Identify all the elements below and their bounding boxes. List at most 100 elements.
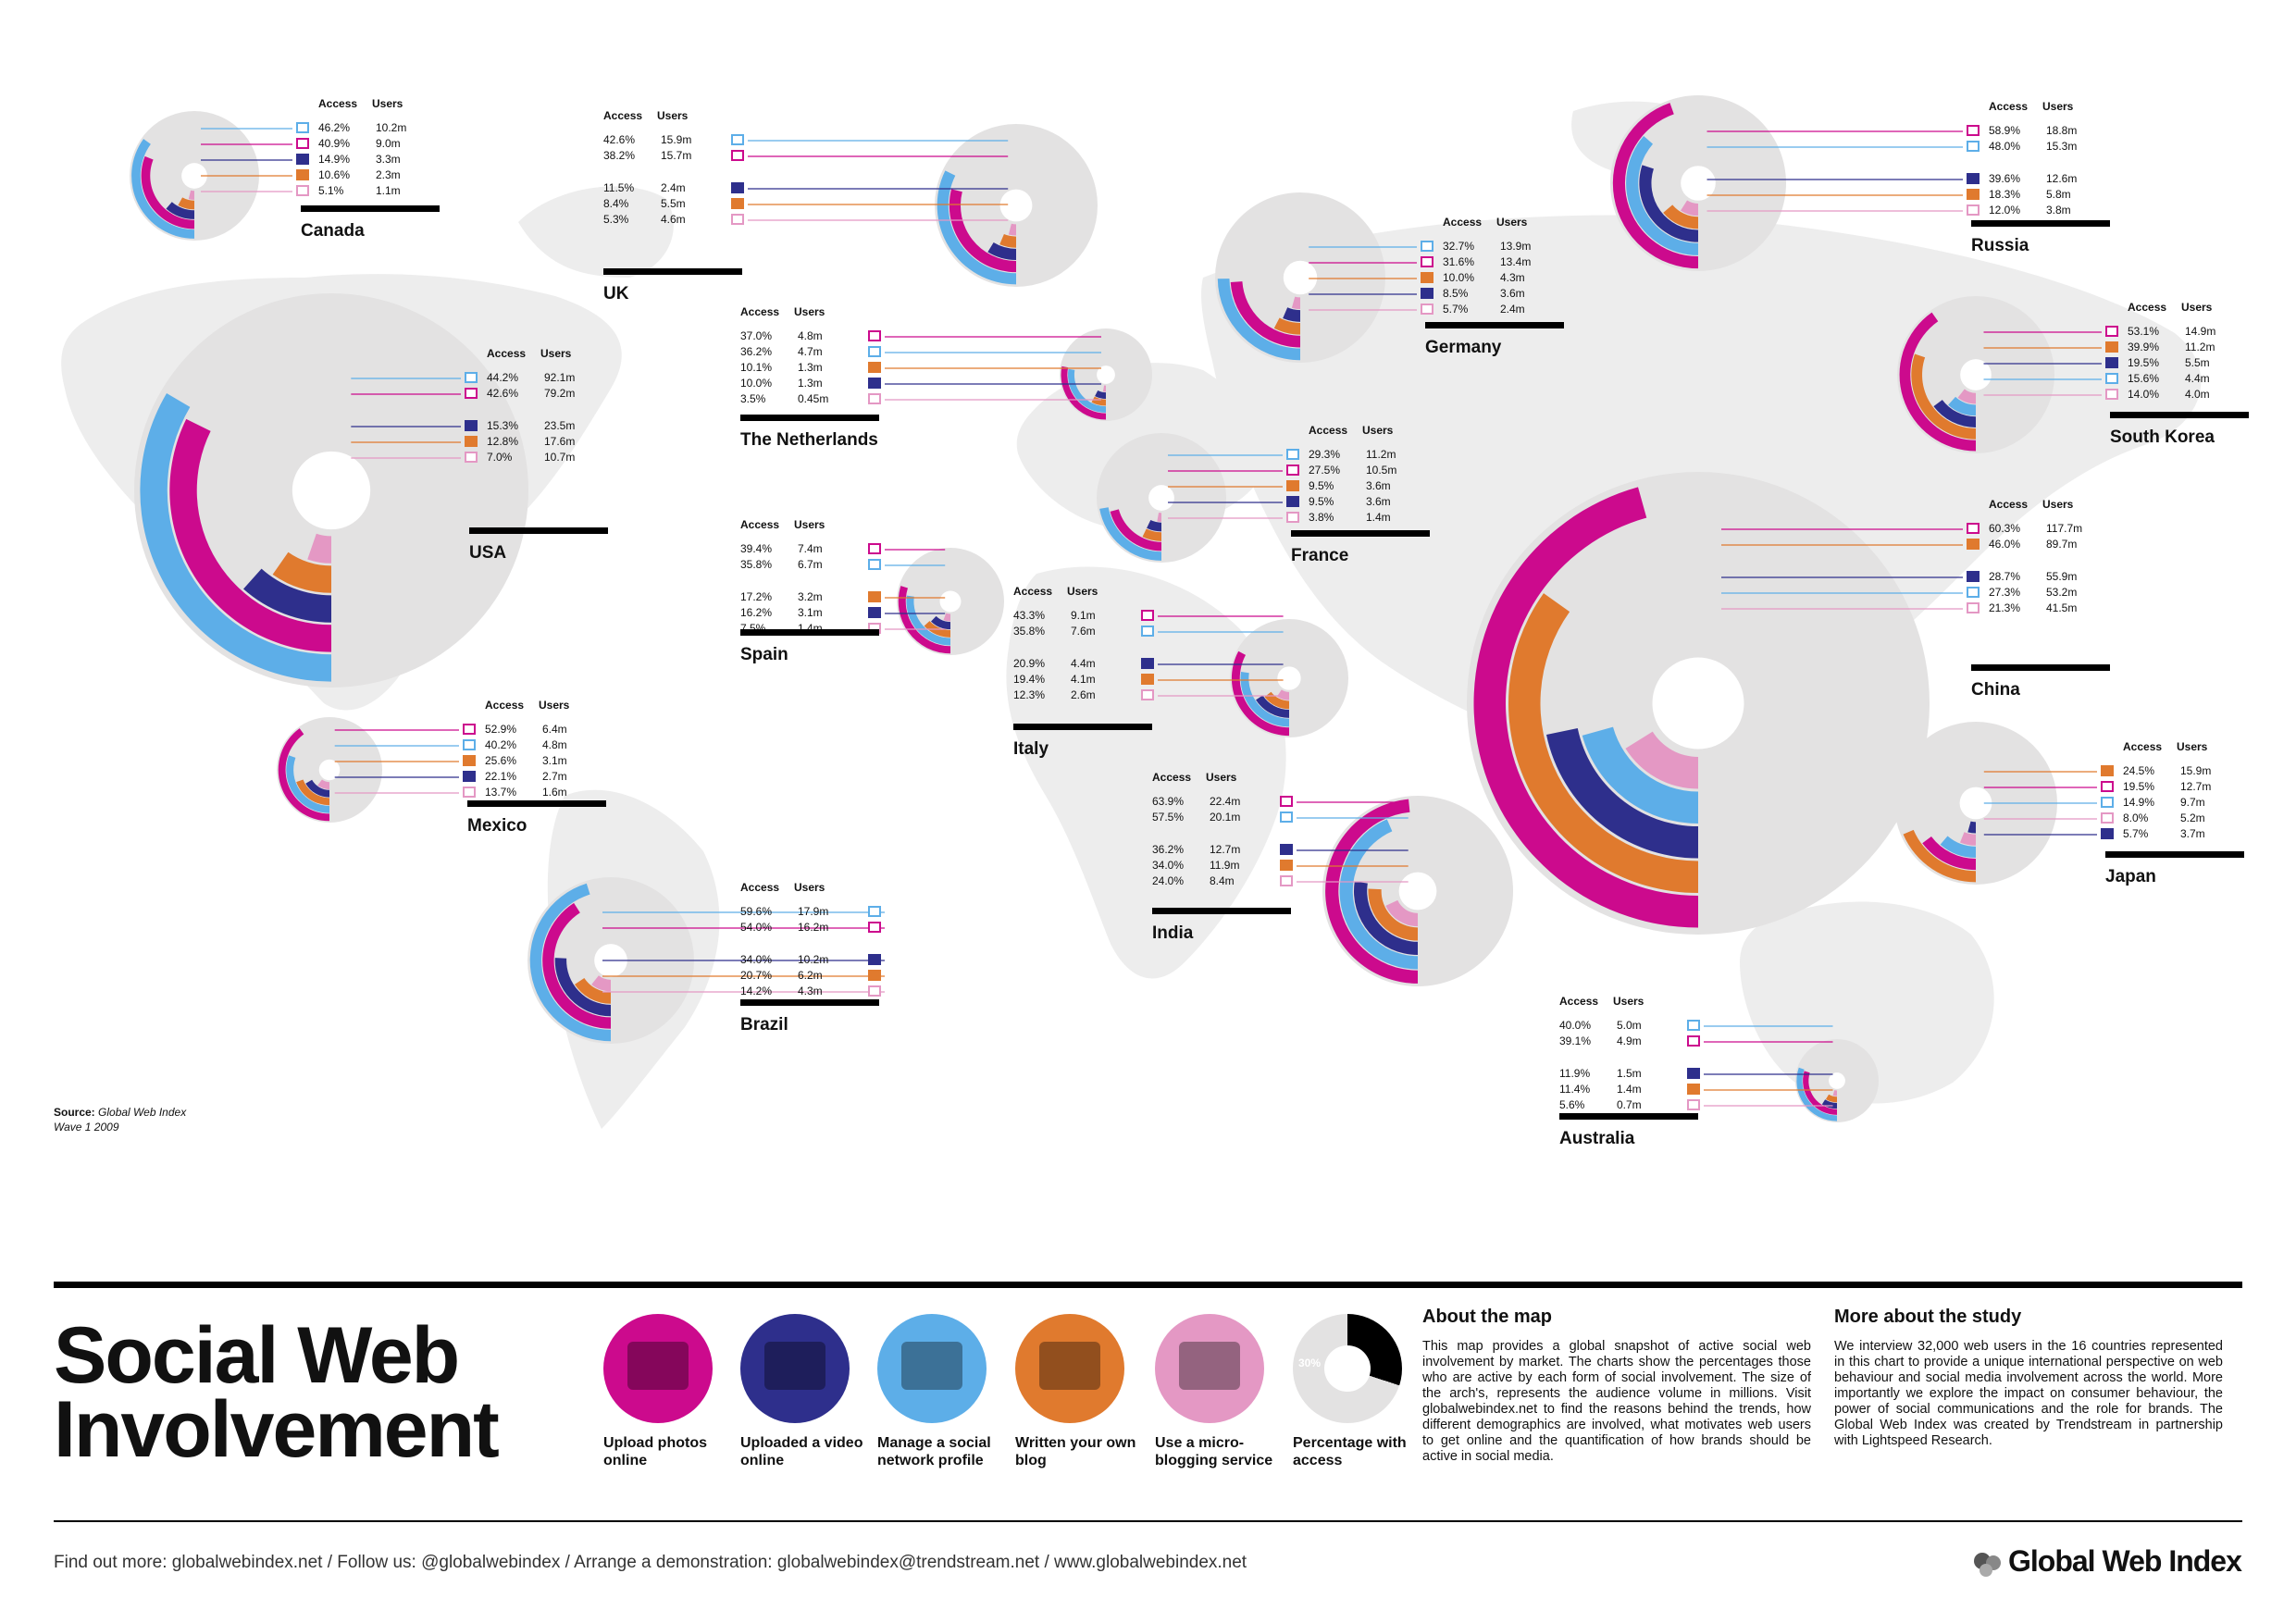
access-value: 22.1% (485, 770, 517, 783)
blog-icon (2101, 765, 2114, 776)
access-value: 39.1% (1559, 1035, 1592, 1047)
arc-social_profile (937, 170, 1016, 285)
access-value: 24.0% (1152, 874, 1185, 887)
row-blog: 25.6% 3.1m (485, 754, 596, 767)
access-value: 36.2% (1152, 843, 1185, 856)
market-name: The Netherlands (740, 430, 878, 450)
blog-icon (1141, 674, 1154, 685)
access-value: 35.8% (1013, 625, 1046, 638)
upload-video-icon (731, 182, 744, 193)
header-access: Access (1559, 995, 1599, 1008)
arc-blog (1508, 593, 1698, 893)
blog-icon (296, 169, 309, 180)
arc-upload_photos (1922, 836, 1976, 871)
row-blog: 17.2% 3.2m (740, 590, 851, 603)
market-name: South Korea (2110, 427, 2215, 447)
access-value: 18.3% (1989, 188, 2021, 201)
arc-blog (999, 233, 1016, 248)
arc-blog (272, 551, 331, 593)
users-value: 4.3m (1500, 271, 1525, 284)
social-profile-icon (2101, 797, 2114, 808)
access-value: 5.3% (603, 213, 629, 226)
arc-micro (307, 533, 331, 564)
arc-micro (1959, 832, 1976, 846)
blog-icon (465, 436, 478, 447)
legend-label: Written your own blog (1015, 1435, 1136, 1468)
micro-icon (2101, 812, 2114, 824)
access-value: 8.4% (603, 197, 629, 210)
access-value: 44.2% (487, 371, 519, 384)
arc-blog (1911, 353, 1976, 440)
access-value: 3.5% (740, 392, 766, 405)
footer-links[interactable]: Find out more: globalwebindex.net / Foll… (54, 1553, 1247, 1572)
row-micro: 21.3% 41.5m (1989, 601, 2100, 614)
users-value: 23.5m (544, 419, 576, 432)
row-blog: 46.0% 89.7m (1989, 538, 2100, 551)
legend-label: Use a micro-blogging service (1155, 1435, 1273, 1468)
market-name: China (1971, 680, 2020, 700)
row-upload_video: 20.9% 4.4m (1013, 657, 1124, 670)
users-value: 15.9m (661, 133, 692, 146)
divider-top (54, 1282, 2242, 1288)
panel-bar (469, 527, 608, 534)
chart-hole (1283, 260, 1318, 295)
users-value: 15.9m (2180, 764, 2212, 777)
access-value: 19.5% (2123, 780, 2155, 793)
upload-photos-icon (868, 543, 881, 554)
about-the-study: More about the study We interview 32,000… (1834, 1307, 2223, 1448)
arc-social_profile (1948, 396, 1976, 416)
arc-upload_photos (898, 586, 950, 654)
arc-upload_photos (949, 189, 1016, 273)
row-blog: 10.6% 2.3m (318, 168, 429, 181)
row-social_profile: 27.3% 53.2m (1989, 586, 2100, 599)
header-users: Users (372, 97, 403, 110)
header-users: Users (1496, 216, 1528, 229)
divider-bottom (54, 1520, 2242, 1522)
row-upload_video: 39.6% 12.6m (1989, 172, 2100, 185)
users-value: 3.2m (798, 590, 823, 603)
users-value: 15.3m (2046, 140, 2078, 153)
micro-icon (868, 985, 881, 997)
users-value: 4.6m (661, 213, 686, 226)
chart-hole (999, 189, 1033, 222)
social-profile-icon (1286, 449, 1299, 460)
arc-upload_photos (1110, 509, 1161, 551)
arc-upload_photos (1231, 650, 1289, 737)
panel-bar (603, 268, 742, 275)
arc-social_profile (529, 883, 611, 1042)
arc-social_profile (1240, 672, 1289, 727)
header-users: Users (657, 109, 689, 122)
row-social_profile: 36.2% 4.7m (740, 345, 851, 358)
users-value: 14.9m (2185, 325, 2216, 338)
access-value: 39.9% (2128, 341, 2160, 353)
blog-icon (868, 591, 881, 602)
row-social_profile: 44.2% 92.1m (487, 371, 598, 384)
access-value: 40.2% (485, 738, 517, 751)
chart-germany (1215, 192, 1417, 363)
social-profile-icon (1421, 241, 1433, 252)
row-blog: 24.5% 15.9m (2123, 764, 2234, 777)
row-blog: 10.0% 4.3m (1443, 271, 1554, 284)
access-value: 53.1% (2128, 325, 2160, 338)
access-value: 60.3% (1989, 522, 2021, 535)
access-value: 27.5% (1309, 464, 1341, 477)
row-micro: 24.0% 8.4m (1152, 874, 1263, 887)
row-upload_video: 36.2% 12.7m (1152, 843, 1263, 856)
arc-micro (1102, 385, 1106, 392)
users-value: 11.2m (2185, 341, 2215, 353)
users-value: 3.1m (798, 606, 823, 619)
access-value: 19.5% (2128, 356, 2160, 369)
continent-shape (1006, 566, 1286, 979)
page-title: Social Web Involvement (54, 1311, 500, 1474)
row-upload_photos: 53.1% 14.9m (2128, 325, 2239, 338)
users-value: 2.4m (1500, 303, 1525, 316)
row-social_profile: 48.0% 15.3m (1989, 140, 2100, 153)
social-profile-icon (465, 372, 478, 383)
legend-access: 30% Percentage with access (1293, 1314, 1422, 1469)
arc-social_profile (140, 392, 331, 682)
arc-upload_photos (1061, 365, 1106, 420)
arc-social_profile (1796, 1067, 1837, 1121)
header-access: Access (740, 305, 780, 318)
users-value: 5.5m (2185, 356, 2210, 369)
